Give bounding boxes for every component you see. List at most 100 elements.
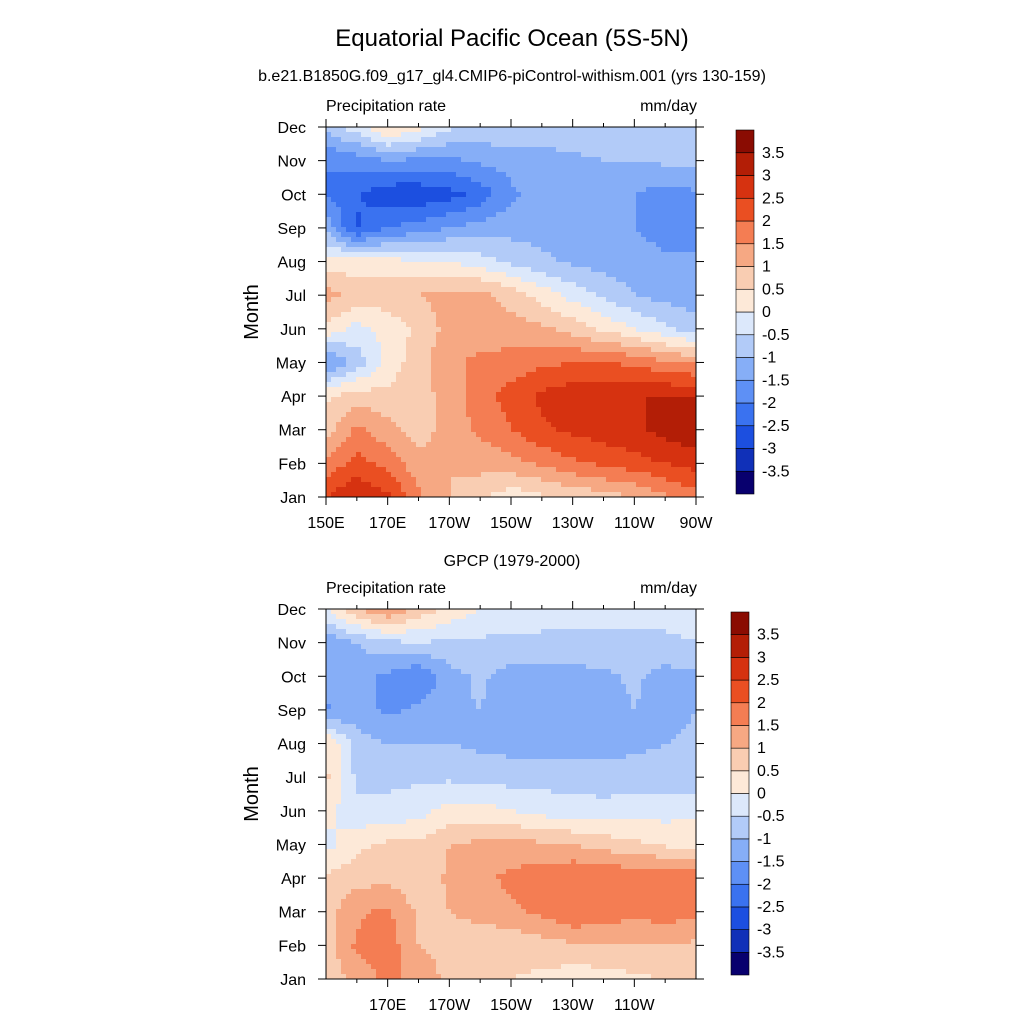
model-contour-cell [371,347,377,353]
model-contour-cell [376,307,382,313]
model-contour-cell [501,207,507,213]
model-contour-cell [326,297,332,303]
model-contour-cell [406,377,412,383]
model-contour-cell [651,457,657,463]
model-contour-cell [686,402,692,408]
model-contour-cell [631,337,637,343]
model-contour-cell [371,412,377,418]
model-contour-cell [331,397,337,403]
model-contour-cell [391,272,397,278]
model-contour-cell [481,382,487,388]
model-contour-cell [331,162,337,168]
model-contour-cell [381,337,387,343]
model-contour-cell [506,457,512,463]
model-contour-cell [381,167,387,173]
model-contour-cell [661,187,667,193]
model-contour-cell [406,247,412,253]
model-contour-cell [581,157,587,163]
model-contour-cell [611,322,617,328]
model-contour-cell [471,402,477,408]
model-contour-cell [611,372,617,378]
model-contour-cell [496,382,502,388]
model-contour-cell [576,292,582,298]
model-contour-cell [561,382,567,388]
model-contour-cell [511,452,517,458]
model-contour-cell [456,177,462,183]
model-contour-cell [561,422,567,428]
model-contour-cell [596,377,602,383]
model-contour-cell [391,162,397,168]
model-contour-cell [406,262,412,268]
model-contour-cell [621,167,627,173]
model-contour-cell [521,322,527,328]
model-contour-cell [671,357,677,363]
model-contour-cell [656,402,662,408]
model-contour-cell [586,197,592,203]
model-contour-cell [531,352,537,358]
model-contour-cell [531,167,537,173]
model-contour-cell [406,142,412,148]
model-contour-cell [666,197,672,203]
model-contour-cell [456,422,462,428]
model-contour-cell [686,312,692,318]
model-contour-cell [426,162,432,168]
model-contour-cell [476,162,482,168]
model-contour-cell [521,337,527,343]
model-contour-cell [661,327,667,333]
model-contour-cell [636,222,642,228]
model-contour-cell [371,382,377,388]
model-contour-cell [526,127,532,133]
model-contour-cell [541,427,547,433]
model-contour-cell [431,202,437,208]
model-contour-cell [516,422,522,428]
model-contour-cell [526,447,532,453]
model-contour-cell [346,192,352,198]
model-contour-cell [411,172,417,178]
model-contour-cell [391,227,397,233]
model-contour-cell [661,242,667,248]
model-contour-cell [456,242,462,248]
model-contour-cell [611,127,617,133]
model-contour-cell [391,352,397,358]
model-contour-cell [531,377,537,383]
model-contour-cell [576,217,582,223]
model-contour-cell [506,317,512,323]
model-contour-cell [661,172,667,178]
model-contour-cell [506,422,512,428]
model-contour-cell [381,292,387,298]
model-contour-cell [456,167,462,173]
model-contour-cell [631,377,637,383]
model-contour-cell [496,267,502,273]
model-contour-cell [426,452,432,458]
model-contour-cell [441,172,447,178]
model-contour-cell [516,357,522,363]
model-contour-cell [541,227,547,233]
model-contour-cell [641,447,647,453]
model-contour-cell [351,287,357,293]
model-contour-cell [346,282,352,288]
model-contour-cell [501,312,507,318]
model-contour-cell [596,277,602,283]
model-contour-cell [681,417,687,423]
model-contour-cell [651,347,657,353]
model-contour-cell [426,132,432,138]
model-contour-cell [646,437,652,443]
model-contour-cell [406,457,412,463]
model-contour-cell [476,297,482,303]
model-contour-cell [646,302,652,308]
model-contour-cell [581,427,587,433]
model-contour-cell [576,257,582,263]
model-contour-cell [486,362,492,368]
model-contour-cell [606,307,612,313]
model-contour-cell [381,147,387,153]
model-contour-cell [456,227,462,233]
model-contour-cell [326,382,332,388]
model-contour-cell [506,222,512,228]
model-contour-cell [426,317,432,323]
model-contour-cell [396,352,402,358]
model-contour-cell [521,302,527,308]
model-contour-cell [426,437,432,443]
model-contour-cell [416,247,422,253]
model-contour-cell [621,282,627,288]
model-contour-cell [541,257,547,263]
